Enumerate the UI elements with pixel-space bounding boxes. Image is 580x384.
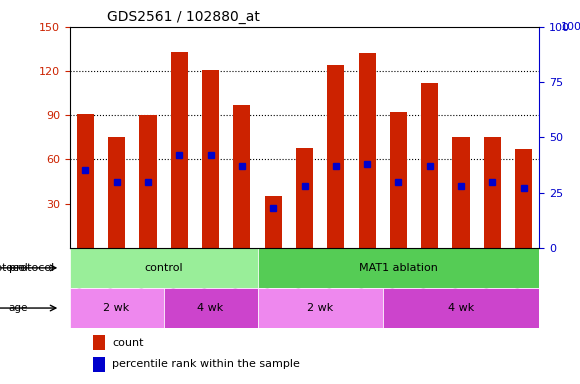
Bar [233, 105, 251, 248]
Text: 4 wk: 4 wk [197, 303, 224, 313]
Text: 2 wk: 2 wk [307, 303, 333, 313]
Text: control: control [144, 263, 183, 273]
Bar [452, 137, 470, 248]
Bar [383, 288, 539, 328]
Bar [70, 248, 258, 288]
Bar [171, 52, 188, 248]
Bar [108, 137, 125, 248]
Text: 4 wk: 4 wk [448, 303, 474, 313]
Bar [93, 357, 105, 371]
Bar [77, 114, 94, 248]
Bar [264, 196, 282, 248]
Bar [327, 65, 345, 248]
Bar [93, 335, 105, 350]
Text: count: count [112, 338, 143, 348]
Text: percentile rank within the sample: percentile rank within the sample [112, 359, 300, 369]
Bar [358, 53, 376, 248]
Bar [296, 147, 313, 248]
Bar [421, 83, 438, 248]
Text: 2 wk: 2 wk [103, 303, 130, 313]
Bar [164, 288, 258, 328]
Y-axis label: 100%: 100% [561, 22, 580, 33]
Bar [484, 137, 501, 248]
Text: protocol: protocol [0, 263, 27, 273]
Text: GDS2561 / 102880_at: GDS2561 / 102880_at [107, 10, 260, 25]
Text: protocol: protocol [9, 263, 54, 273]
Bar [139, 115, 157, 248]
Bar [202, 70, 219, 248]
Bar [258, 288, 383, 328]
Text: MAT1 ablation: MAT1 ablation [359, 263, 438, 273]
Text: age: age [8, 303, 27, 313]
Bar [390, 112, 407, 248]
Bar [70, 288, 164, 328]
Bar [515, 149, 532, 248]
Bar [258, 248, 539, 288]
